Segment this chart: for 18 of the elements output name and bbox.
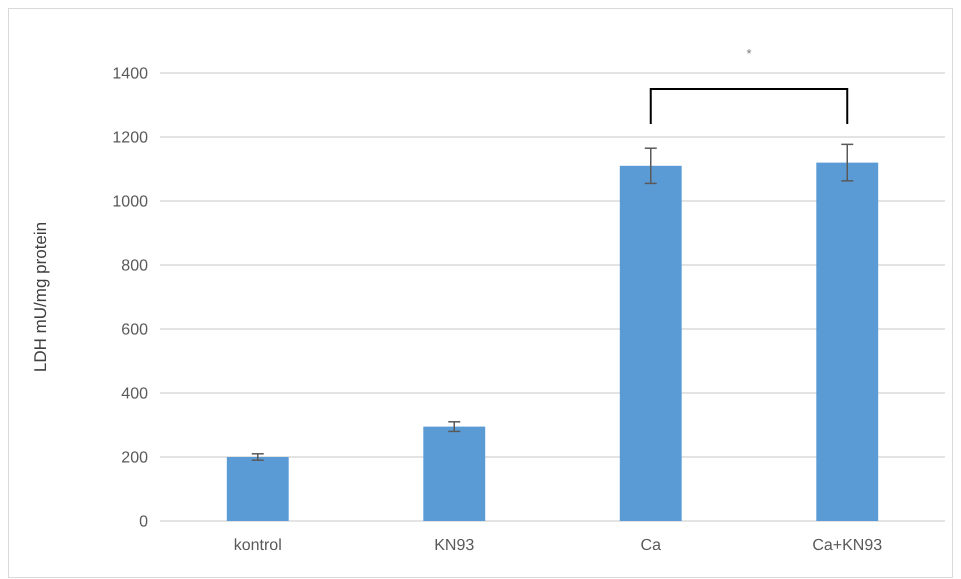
y-tick-label: 0	[139, 514, 148, 531]
x-tick-label: Ca	[640, 537, 662, 554]
x-tick-label: KN93	[434, 537, 474, 554]
text: *	[746, 46, 752, 61]
x-tick-label: kontrol	[234, 537, 282, 554]
y-axis-title: LDH mU/mg protein	[31, 222, 50, 372]
y-tick-label: 200	[121, 450, 148, 467]
y-tick-label: 400	[121, 386, 148, 403]
y-tick-label: 1000	[112, 194, 148, 211]
bar	[816, 162, 878, 521]
bar	[620, 166, 682, 521]
bar	[423, 426, 486, 521]
y-tick-label: 600	[121, 322, 148, 339]
y-tick-label: 1200	[112, 130, 148, 147]
bar	[226, 457, 289, 521]
y-tick-label: 800	[121, 258, 148, 275]
y-tick-label: 1400	[112, 66, 148, 83]
x-tick-label: Ca+KN93	[812, 537, 882, 554]
